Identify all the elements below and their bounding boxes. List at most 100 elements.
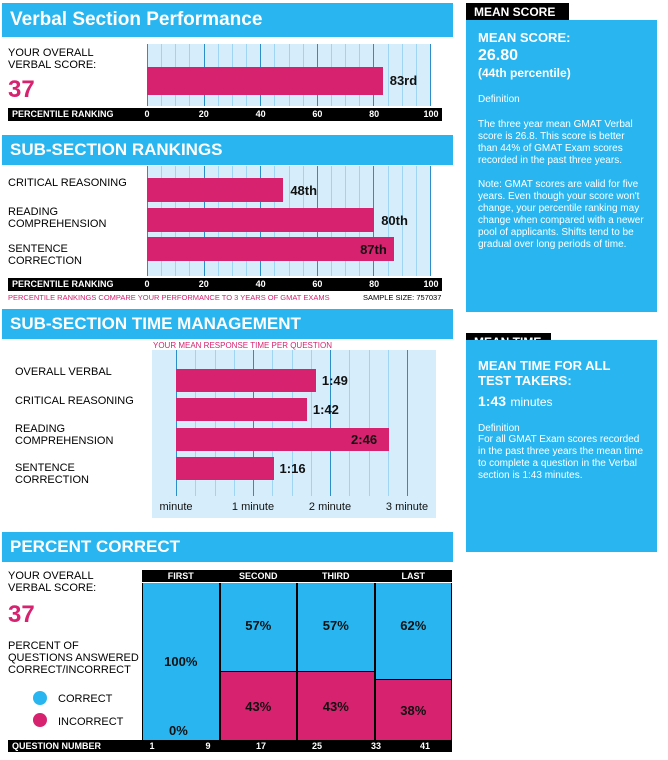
verbal-score-label: YOUR OVERALL VERBAL SCORE: <box>8 47 97 71</box>
time-bar <box>176 369 316 392</box>
time-bar-value: 1:49 <box>321 373 348 388</box>
percent-grid: 100% 0% 57% 43% 57% 43% 62% 38% <box>142 583 452 740</box>
percent-column-header: FIRST <box>167 571 194 581</box>
subsection-axis-label: PERCENTILE RANKING <box>12 279 114 289</box>
mean-score-percentile: (44th percentile) <box>478 66 571 80</box>
subsection-header: SUB-SECTION RANKINGS <box>2 135 453 165</box>
axis-tick-label: 40 <box>255 109 266 119</box>
subsection-bar <box>147 178 284 202</box>
axis-tick-label: 0 <box>144 109 150 119</box>
time-gridline <box>176 350 177 496</box>
incorrect-value: 43% <box>245 698 272 714</box>
time-bar <box>176 457 274 480</box>
axis-tick-label: 100 <box>423 109 439 119</box>
question-number-axis: QUESTION NUMBER 1 9 17 25 33 41 <box>8 740 452 752</box>
subsection-row-label: SENTENCE CORRECTION <box>8 243 82 267</box>
sample-size: SAMPLE SIZE: 757037 <box>363 293 442 302</box>
percent-column-header: THIRD <box>322 571 350 581</box>
time-tick-label: 2 minute <box>308 501 352 513</box>
question-number-tick: 41 <box>419 741 430 751</box>
question-number-tick: 25 <box>311 741 322 751</box>
mean-score-note: Note: GMAT scores are valid for five yea… <box>478 179 644 250</box>
verbal-chart: 83rd <box>147 44 431 106</box>
verbal-header: Verbal Section Performance <box>2 3 453 37</box>
time-tick-label: 1 minute <box>231 501 275 513</box>
verbal-axis: PERCENTILE RANKING 0 20 40 60 80 100 <box>8 108 442 121</box>
time-gridline <box>195 350 197 496</box>
verbal-bar-value: 83rd <box>389 73 418 88</box>
incorrect-legend-dot <box>33 713 47 727</box>
gridline <box>430 44 431 106</box>
time-bar <box>176 428 390 451</box>
time-gridline <box>407 350 408 496</box>
incorrect-segment: 43% <box>220 672 296 740</box>
time-row-label: SENTENCE CORRECTION <box>15 462 89 486</box>
percent-header: PERCENT CORRECT <box>2 532 453 562</box>
time-gridline <box>291 350 293 496</box>
correct-value: 57% <box>245 618 272 633</box>
question-number-tick: 17 <box>255 741 266 751</box>
gridline <box>388 166 389 276</box>
gridline <box>416 44 417 106</box>
axis-tick-label: 60 <box>312 279 323 289</box>
incorrect-legend-label: INCORRECT <box>58 716 124 728</box>
gridline <box>402 44 403 106</box>
time-gridline <box>253 350 254 496</box>
mean-score-value: 26.80 <box>478 47 519 64</box>
mean-time-value-row: 1:43 minutes <box>478 393 645 411</box>
subsection-row-label: READING COMPREHENSION <box>8 206 107 230</box>
percent-desc: PERCENT OF QUESTIONS ANSWERED CORRECT/IN… <box>8 640 139 676</box>
time-gridline <box>387 350 389 496</box>
mean-score-headline: MEAN SCORE: <box>478 30 571 45</box>
mean-time-panel: MEAN TIME FOR ALL TEST TAKERS: 1:43 minu… <box>466 340 657 552</box>
subsection-bar <box>147 237 395 261</box>
verbal-axis-label: PERCENTILE RANKING <box>12 109 114 119</box>
time-bar-value: 1:16 <box>279 461 306 476</box>
time-tick-label: minute <box>159 501 193 513</box>
mean-time-headline: MEAN TIME FOR ALL TEST TAKERS: <box>478 358 611 388</box>
question-number-label: QUESTION NUMBER <box>12 741 102 751</box>
question-number-tick: 1 <box>149 741 155 751</box>
percent-column-header-strip: FIRST SECOND THIRD LAST <box>142 570 452 582</box>
subsection-bar-value: 48th <box>290 183 318 198</box>
incorrect-segment: 38% <box>375 680 451 740</box>
correct-value: 57% <box>322 618 349 633</box>
correct-segment: 57% <box>220 583 296 672</box>
incorrect-segment: 43% <box>298 672 374 740</box>
verbal-score: 37 <box>8 76 35 103</box>
mean-score-definition-label: Definition <box>478 94 520 105</box>
axis-tick-label: 100 <box>423 279 439 289</box>
time-gridline <box>272 350 274 496</box>
mean-score-tag: MEAN SCORE <box>466 3 569 20</box>
gridline <box>402 166 403 276</box>
incorrect-value: 38% <box>400 702 427 718</box>
time-row-label: CRITICAL REASONING <box>15 395 134 407</box>
correct-segment: 62% <box>375 583 451 680</box>
correct-segment: 100% <box>143 583 219 740</box>
axis-tick-label: 60 <box>312 109 323 119</box>
subsection-note: PERCENTILE RANKINGS COMPARE YOUR PERFORM… <box>8 293 330 302</box>
axis-tick-label: 80 <box>369 109 380 119</box>
percent-score: 37 <box>8 601 35 628</box>
subsection-bar-value: 80th <box>381 213 408 228</box>
subsection-bar-value: 87th <box>360 242 387 257</box>
correct-legend-label: CORRECT <box>58 693 113 705</box>
correct-value: 62% <box>400 618 427 633</box>
time-bar-value: 2:46 <box>351 432 378 447</box>
verbal-title: Verbal Section Performance <box>10 9 263 30</box>
time-row-label: OVERALL VERBAL <box>15 366 112 378</box>
percent-title: PERCENT CORRECT <box>10 537 181 556</box>
gridline <box>430 166 431 276</box>
correct-legend-dot <box>33 691 47 705</box>
incorrect-value: 0% <box>169 723 188 738</box>
subsection-title: SUB-SECTION RANKINGS <box>10 140 223 159</box>
time-chart: 1:49 1:42 2:46 1:16 minute 1 minute 2 minute 3 … <box>152 350 436 518</box>
time-title: SUB-SECTION TIME MANAGEMENT <box>10 314 301 333</box>
time-row-label: READING COMPREHENSION <box>15 423 114 447</box>
mean-score-definition: The three year mean GMAT Verbal score is… <box>478 119 633 166</box>
correct-value: 100% <box>164 654 198 669</box>
mean-score-tag-label: MEAN SCORE <box>474 4 556 19</box>
axis-tick-label: 20 <box>198 279 209 289</box>
time-gridline <box>368 350 370 496</box>
gridline <box>388 44 389 106</box>
